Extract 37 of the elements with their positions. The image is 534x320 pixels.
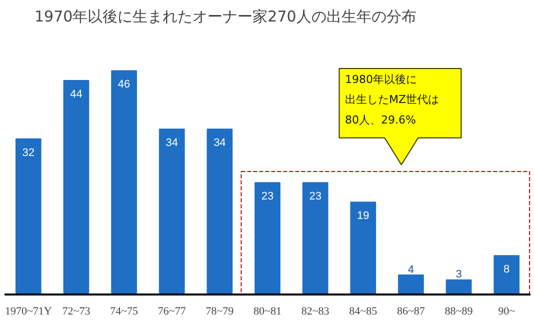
x-tick-label: 74~75 [110,306,139,318]
bar [206,128,233,294]
x-tick-label: 86~87 [396,306,426,318]
x-tick-label: 78~79 [206,306,234,318]
annotation: 1980年以後に [344,73,417,86]
x-tick-label: 84~85 [349,306,378,318]
data-label: 34 [214,137,226,150]
data-label: 34 [166,137,178,150]
bar [254,182,280,294]
data-label: 46 [118,78,130,91]
bar [494,255,520,294]
data-label: 23 [261,190,274,203]
bar [350,202,376,294]
x-tick-label: 88~89 [444,306,474,318]
x-tick-label: 80~81 [254,306,282,318]
data-label: 4 [408,264,414,276]
bar [63,80,90,294]
x-tick-label: 90~ [498,306,516,318]
data-label: 23 [309,190,322,203]
bar [158,128,185,294]
x-tick-label: 1970~71Y [4,306,52,318]
x-tick-label: 76~77 [158,306,186,318]
x-tick-label: 72~73 [62,306,91,318]
chart-title: 1970年以後に生まれたオーナー家270人の出生年の分布 [34,8,416,26]
bar [111,70,137,294]
bar [302,182,328,294]
annotation: 出生したMZ世代は [344,93,439,106]
data-label: 19 [357,210,370,222]
bar [446,279,472,294]
data-label: 44 [70,88,82,100]
data-label: 3 [456,268,462,281]
annotation: 80人、29.6% [344,113,416,126]
x-tick-label: 82~83 [301,306,330,318]
data-label: 8 [504,264,510,276]
data-label: 32 [22,146,35,159]
bar [398,274,424,294]
bar [15,138,42,294]
